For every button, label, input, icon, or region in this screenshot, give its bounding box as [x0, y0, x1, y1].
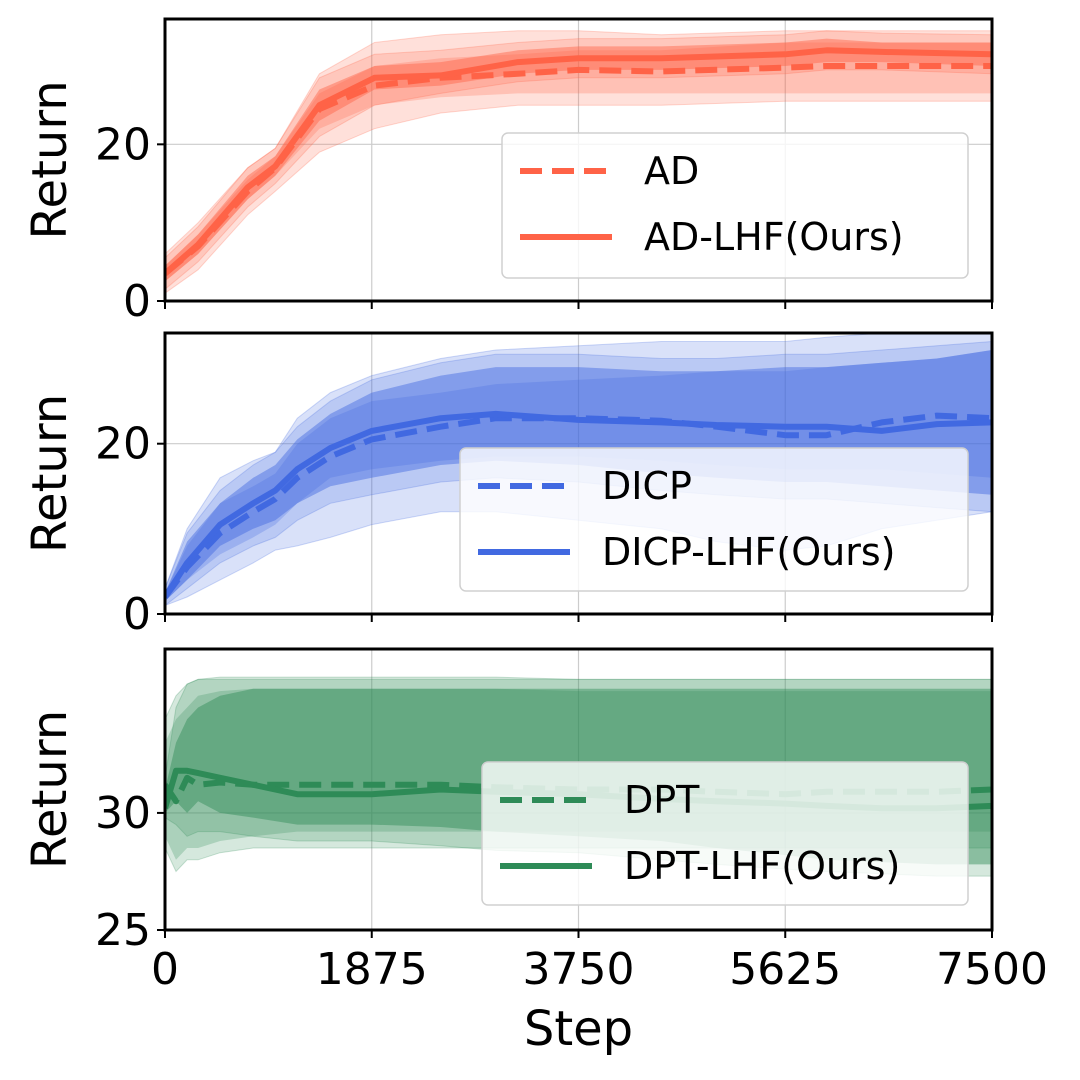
- x-axis-label: Step: [524, 1001, 633, 1057]
- legend-label: DICP: [602, 464, 692, 508]
- legend-box: [501, 132, 969, 279]
- dicp-panel: 0 20 Return DICP DICP-LHF(Ours): [22, 331, 994, 640]
- legend-label: AD-LHF(Ours): [644, 215, 904, 259]
- x-tick-label: 3750: [523, 944, 635, 995]
- x-tick-label: 1875: [316, 944, 428, 995]
- band-inner-ad-0: [165, 42, 992, 282]
- x-tick-label: 5625: [729, 944, 841, 995]
- plot-area: [165, 30, 992, 294]
- y-axis-label: Return: [22, 394, 78, 553]
- y-axis-label: Return: [22, 80, 78, 239]
- y-tick-label: 25: [95, 905, 151, 956]
- band-outer-ad-0: [165, 30, 992, 294]
- series-line-baseline: [165, 63, 992, 276]
- band-outer-ad-1: [165, 30, 992, 290]
- legend-label: DPT: [624, 778, 700, 822]
- x-tick-label: 0: [151, 944, 179, 995]
- series-line-ours: [165, 47, 992, 276]
- series-line-baseline: [165, 412, 992, 599]
- ad-panel: 0 20 Return AD AD-LHF(Ours): [22, 17, 994, 327]
- series-line-ours: [165, 410, 992, 599]
- y-tick-label: 0: [123, 589, 151, 640]
- y-tick-label: 30: [95, 788, 151, 839]
- y-tick-label: 20: [95, 419, 151, 470]
- legend-label: AD: [644, 149, 699, 193]
- legend-label: DPT-LHF(Ours): [624, 844, 900, 888]
- legend-box: [481, 761, 969, 906]
- band-inner-dicp-0: [165, 350, 992, 602]
- legend: DICP DICP-LHF(Ours): [459, 447, 969, 592]
- x-tick-label: 7500: [936, 944, 1048, 995]
- y-axis-label: Return: [22, 710, 78, 869]
- series-line-baseline: [165, 774, 992, 805]
- legend: DPT DPT-LHF(Ours): [481, 761, 969, 906]
- band-inner-dicp-1: [165, 350, 992, 602]
- legend: AD AD-LHF(Ours): [501, 132, 969, 279]
- legend-label: DICP-LHF(Ours): [602, 530, 895, 574]
- legend-box: [459, 447, 969, 592]
- y-tick-label: 0: [123, 276, 151, 327]
- y-tick-label: 20: [95, 119, 151, 170]
- band-inner-ad-1: [165, 38, 992, 282]
- dpt-panel: 25 30 Return DPT DPT-LHF(Ours) 0 1875 3750 5625 7…: [22, 647, 1048, 1057]
